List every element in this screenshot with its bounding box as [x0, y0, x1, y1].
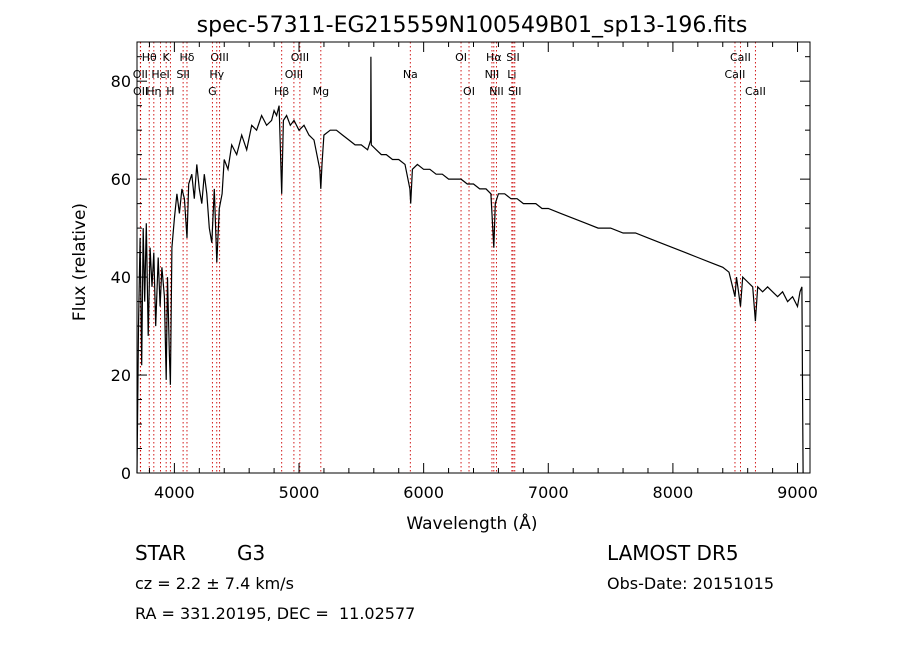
marker-label-9: OIII	[210, 51, 228, 64]
y-tick-label-3: 60	[111, 170, 131, 189]
marker-label-19: Hα	[486, 51, 502, 64]
marker-label-4: Hη	[146, 85, 161, 98]
y-axis-label: Flux (relative)	[70, 203, 90, 321]
x-tick-label-4: 8000	[653, 483, 694, 502]
object-class: STAR	[135, 541, 186, 565]
y-tick-label-0: 0	[121, 464, 131, 483]
marker-label-21: NII	[489, 85, 504, 98]
marker-label-12: Hβ	[274, 85, 289, 98]
marker-label-3: HeI	[151, 68, 169, 81]
chart-title: spec-57311-EG215559N100549B01_sp13-196.f…	[197, 13, 748, 38]
y-tick-label-2: 40	[111, 268, 131, 287]
marker-label-10: Hγ	[209, 68, 224, 81]
marker-label-14: OIII	[285, 68, 303, 81]
coordinates-text: RA = 331.20195, DEC = 11.02577	[135, 604, 416, 623]
survey-name: LAMOST DR5	[607, 541, 739, 565]
x-tick-label-0: 4000	[154, 483, 195, 502]
plot-frame	[136, 41, 811, 474]
x-axis-label: Wavelength (Å)	[406, 512, 537, 534]
x-axis-ticks: 4000 5000 6000 7000 8000 9000	[148, 42, 818, 502]
object-subclass: G3	[237, 541, 266, 565]
spectrum-line	[136, 56, 804, 474]
marker-label-27: CaII	[745, 85, 766, 98]
marker-label-5: K	[163, 51, 171, 64]
marker-label-20: NII	[485, 68, 500, 81]
marker-label-22: SII	[506, 51, 519, 64]
redshift-text: cz = 2.2 ± 7.4 km/s	[135, 574, 294, 593]
marker-label-8: SII	[176, 68, 189, 81]
marker-label-13: OIII	[291, 51, 309, 64]
y-tick-label-1: 20	[111, 366, 131, 385]
y-axis-ticks: 0 20 40 60 80	[111, 56, 810, 483]
marker-label-16: Na	[403, 68, 418, 81]
marker-label-0: Hθ	[142, 51, 157, 64]
y-tick-label-4: 80	[111, 72, 131, 91]
x-tick-label-2: 6000	[403, 483, 444, 502]
x-tick-label-5: 9000	[777, 483, 818, 502]
marker-label-6: H	[166, 85, 174, 98]
observation-date: Obs-Date: 20151015	[607, 574, 775, 593]
marker-label-15: Mg	[313, 85, 329, 98]
marker-label-18: OI	[463, 85, 475, 98]
marker-label-25: CaII	[730, 51, 751, 64]
marker-label-24: SII	[508, 85, 521, 98]
x-tick-label-3: 7000	[528, 483, 569, 502]
marker-label-17: OI	[455, 51, 467, 64]
marker-label-23: Li	[507, 68, 516, 81]
marker-label-26: CaII	[725, 68, 746, 81]
x-tick-label-1: 5000	[279, 483, 320, 502]
marker-label-11: G	[208, 85, 217, 98]
marker-label-7: Hδ	[179, 51, 194, 64]
